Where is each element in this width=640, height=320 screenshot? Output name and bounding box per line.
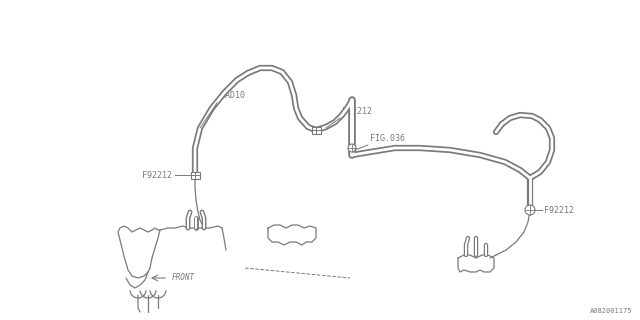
FancyBboxPatch shape (191, 172, 200, 179)
Text: F92212: F92212 (544, 205, 574, 214)
Text: 1AD10: 1AD10 (220, 91, 245, 100)
Text: F92212: F92212 (142, 171, 172, 180)
Text: FRONT: FRONT (172, 274, 195, 283)
Text: FIG.036: FIG.036 (370, 134, 405, 143)
Text: A082001175: A082001175 (589, 308, 632, 314)
Circle shape (348, 144, 356, 152)
Text: F92212: F92212 (342, 107, 372, 116)
Circle shape (525, 205, 535, 215)
FancyBboxPatch shape (312, 126, 321, 133)
